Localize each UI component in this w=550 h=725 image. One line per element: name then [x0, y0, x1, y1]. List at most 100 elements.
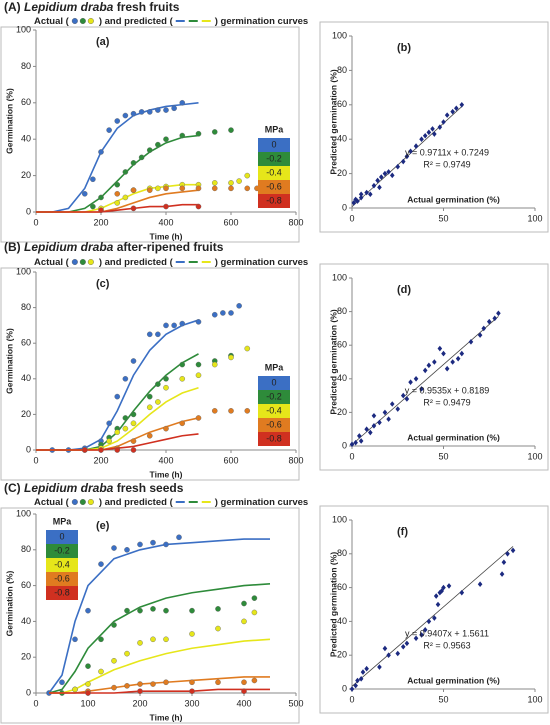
data-point	[496, 310, 501, 317]
data-point	[459, 102, 465, 108]
y-tick-label: 0	[26, 206, 31, 216]
y-tick-label: 100	[16, 508, 31, 518]
y-tick-label: 100	[332, 30, 347, 40]
legend-swatch	[46, 530, 78, 544]
legend-label: -0.8	[266, 433, 282, 443]
y-tick-label: 100	[332, 272, 347, 282]
legend-swatch	[258, 376, 290, 390]
data-point	[432, 359, 437, 365]
data-point	[353, 682, 358, 689]
data-point	[349, 686, 355, 692]
actual-point	[146, 147, 153, 153]
actual-point	[150, 681, 156, 687]
actual-point	[98, 561, 104, 567]
data-point	[459, 589, 465, 596]
legend-title: MPa	[53, 516, 73, 526]
legend-label: 0	[271, 377, 276, 387]
actual-point	[251, 595, 258, 601]
x-tick-label: 0	[33, 698, 38, 708]
legend-swatch	[258, 180, 290, 194]
data-point	[444, 112, 450, 118]
actual-point	[163, 636, 169, 643]
x-tick-label: 0	[349, 694, 354, 704]
y-tick-label: 80	[337, 548, 347, 558]
x-axis-title: Actual germination (%)	[407, 194, 500, 204]
y-tick-label: 60	[21, 580, 31, 590]
x-axis-title: Actual germination (%)	[407, 675, 500, 685]
actual-point	[215, 679, 221, 686]
equation: y = 0.9407x + 1.5611	[405, 628, 489, 638]
subtitle-part: Actual (	[34, 257, 70, 268]
actual-point	[236, 303, 242, 309]
data-point	[441, 119, 446, 125]
legend-label: -0.4	[266, 405, 282, 415]
data-point	[426, 618, 432, 625]
panel-label: (d)	[397, 284, 411, 296]
subtitle: Actual () and predicted () germination c…	[34, 497, 308, 508]
legend-label: -0.2	[54, 545, 70, 555]
actual-point	[241, 688, 247, 695]
data-point	[364, 426, 369, 432]
legend-swatch	[46, 586, 78, 600]
actual-point	[163, 425, 169, 432]
y-tick-label: 60	[337, 340, 347, 350]
data-point	[360, 669, 366, 675]
data-point	[455, 355, 461, 362]
actual-point	[155, 107, 161, 113]
actual-point	[124, 547, 130, 553]
y-tick-label: 0	[26, 687, 31, 697]
data-point	[357, 433, 362, 439]
data-point	[419, 136, 424, 142]
section-label: (B)	[4, 240, 21, 254]
data-point	[468, 339, 474, 345]
actual-point	[146, 187, 153, 193]
data-point	[432, 131, 437, 137]
actual-point	[244, 185, 251, 192]
legend-dot	[71, 18, 78, 25]
legend-swatch	[46, 544, 78, 558]
actual-point	[163, 185, 169, 192]
subtitle-part: ) germination curves	[215, 257, 308, 268]
y-axis-title: Predicted germination (%)	[328, 552, 338, 657]
data-point	[459, 350, 465, 357]
x-tick-label: 200	[132, 698, 147, 708]
section-label: (A)	[4, 0, 21, 14]
y-axis-title: Predicted germination (%)	[328, 69, 338, 174]
actual-point	[138, 109, 145, 115]
data-point	[353, 439, 358, 446]
subtitle: Actual () and predicted () germination c…	[34, 257, 308, 268]
panel-label: (b)	[397, 42, 411, 54]
actual-point	[137, 541, 143, 548]
actual-point	[124, 683, 130, 689]
actual-point	[137, 688, 143, 695]
section-title: (A) Lepidium draba fresh fruits	[4, 0, 180, 14]
actual-point	[155, 381, 161, 387]
x-tick-label: 400	[236, 698, 251, 708]
data-point	[378, 174, 384, 180]
panel-frame	[319, 505, 549, 714]
actual-point	[241, 618, 247, 625]
panel-label: (e)	[96, 520, 110, 532]
data-point	[430, 126, 435, 132]
legend-title: MPa	[265, 124, 285, 134]
y-tick-label: 80	[21, 544, 31, 554]
actual-point	[179, 320, 186, 327]
data-point	[446, 583, 452, 589]
y-tick-label: 20	[337, 650, 347, 660]
actual-point	[146, 331, 153, 338]
section-title: (B) Lepidium draba after-ripened fruits	[4, 240, 224, 254]
y-tick-label: 60	[21, 338, 31, 348]
actual-point	[171, 105, 177, 112]
actual-point	[179, 375, 186, 382]
legend-dot	[79, 499, 86, 506]
data-point	[355, 677, 360, 684]
actual-point	[137, 681, 143, 687]
actual-point	[85, 681, 91, 687]
actual-point	[81, 447, 88, 453]
actual-point	[111, 684, 117, 691]
actual-point	[228, 127, 234, 133]
legend-swatch	[258, 138, 290, 152]
data-point	[510, 547, 516, 554]
legend-swatch	[258, 390, 290, 404]
